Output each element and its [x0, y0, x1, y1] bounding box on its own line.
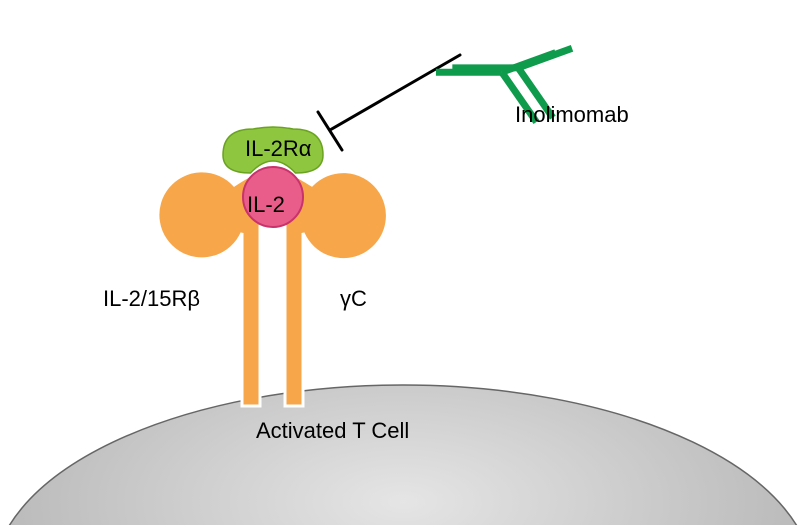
- inhibition-line: [330, 55, 460, 130]
- gamma-label: γC: [340, 286, 367, 312]
- alpha-label: IL-2Rα: [245, 136, 312, 162]
- beta-label: IL-2/15Rβ: [103, 286, 200, 312]
- diagram-root: Inolimomab IL-2Rα IL-2 IL-2/15Rβ γC Acti…: [0, 0, 806, 525]
- t-cell-membrane: [0, 385, 806, 525]
- cytokine-label: IL-2: [247, 192, 285, 218]
- diagram-canvas: [0, 0, 806, 525]
- cell-label: Activated T Cell: [256, 418, 409, 444]
- antibody-label: Inolimomab: [515, 102, 629, 128]
